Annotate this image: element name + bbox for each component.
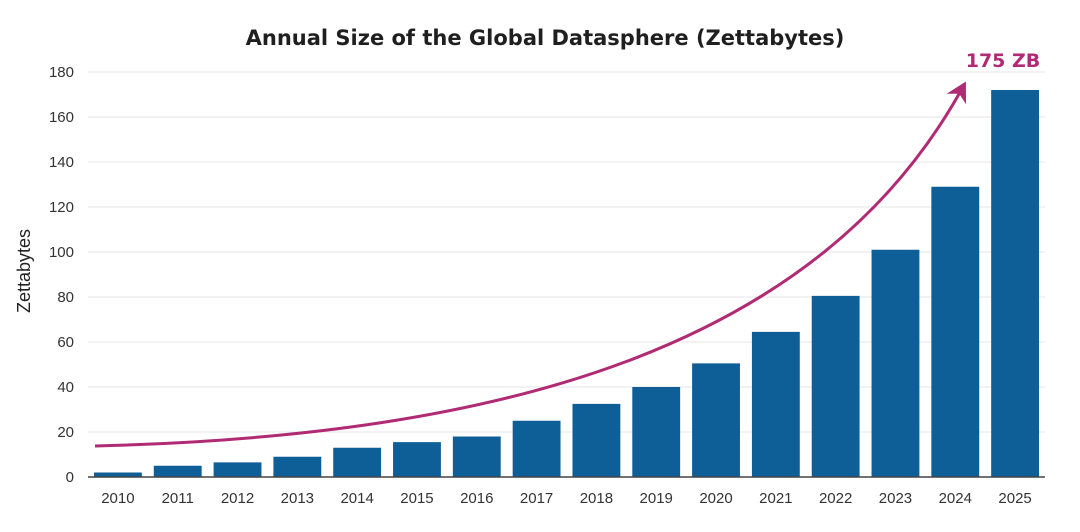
gridlines	[88, 71, 1045, 433]
bar-2013	[273, 456, 322, 477]
x-tick-label: 2025	[998, 490, 1031, 507]
x-tick-label: 2010	[101, 490, 134, 507]
bars	[93, 90, 1040, 477]
x-tick-label: 2011	[162, 490, 194, 507]
bar-2010	[93, 472, 142, 477]
growth-trend-arrow	[94, 81, 967, 448]
bar-2014	[333, 447, 382, 477]
x-tick-label: 2023	[879, 490, 912, 507]
bar-2012	[213, 462, 262, 477]
y-tick-label: 160	[49, 109, 74, 126]
x-tick-label: 2018	[580, 490, 613, 507]
bar-2018	[572, 403, 621, 477]
y-tick-labels: 0 20 40 60 80 100 120 140 160 180	[49, 64, 74, 486]
x-tick-label: 2012	[221, 490, 254, 507]
bar-2025	[991, 90, 1040, 477]
x-tick-label: 2016	[460, 490, 493, 507]
bar-2024	[931, 186, 980, 477]
y-tick-label: 60	[57, 334, 74, 351]
x-tick-label: 2014	[340, 490, 373, 507]
bar-2020	[692, 363, 740, 477]
x-tick-label: 2015	[400, 490, 433, 507]
y-tick-label: 100	[49, 244, 74, 261]
x-tick-label: 2013	[281, 490, 314, 507]
y-tick-label: 0	[66, 469, 74, 486]
bar-2017	[512, 420, 561, 477]
x-tick-label: 2024	[939, 490, 972, 507]
bar-2023	[871, 249, 920, 477]
x-tick-label: 2019	[640, 490, 673, 507]
y-tick-label: 20	[57, 424, 74, 441]
y-axis-label: Zettabytes	[14, 229, 34, 313]
y-tick-label: 140	[49, 154, 74, 171]
bar-2021	[751, 331, 800, 477]
y-tick-label: 120	[49, 199, 74, 216]
y-tick-label: 180	[49, 64, 74, 81]
x-tick-label: 2020	[699, 490, 732, 507]
y-tick-label: 40	[57, 379, 74, 396]
bar-2016	[452, 436, 501, 477]
bar-2011	[153, 465, 202, 477]
annotation-175zb: 175 ZB	[966, 50, 1041, 72]
bar-2015	[393, 442, 441, 477]
y-tick-label: 80	[57, 289, 74, 306]
x-tick-label: 2022	[819, 490, 852, 507]
x-tick-labels: 2010 2011 2012 2013 2014 2015 2016 2017 2018 2019…	[101, 490, 1032, 507]
x-tick-label: 2017	[520, 490, 553, 507]
x-tick-label: 2021	[759, 490, 792, 507]
bar-2022	[811, 295, 860, 477]
chart-title: Annual Size of the Global Datasphere (Ze…	[246, 26, 845, 50]
bar-2019	[632, 387, 681, 477]
